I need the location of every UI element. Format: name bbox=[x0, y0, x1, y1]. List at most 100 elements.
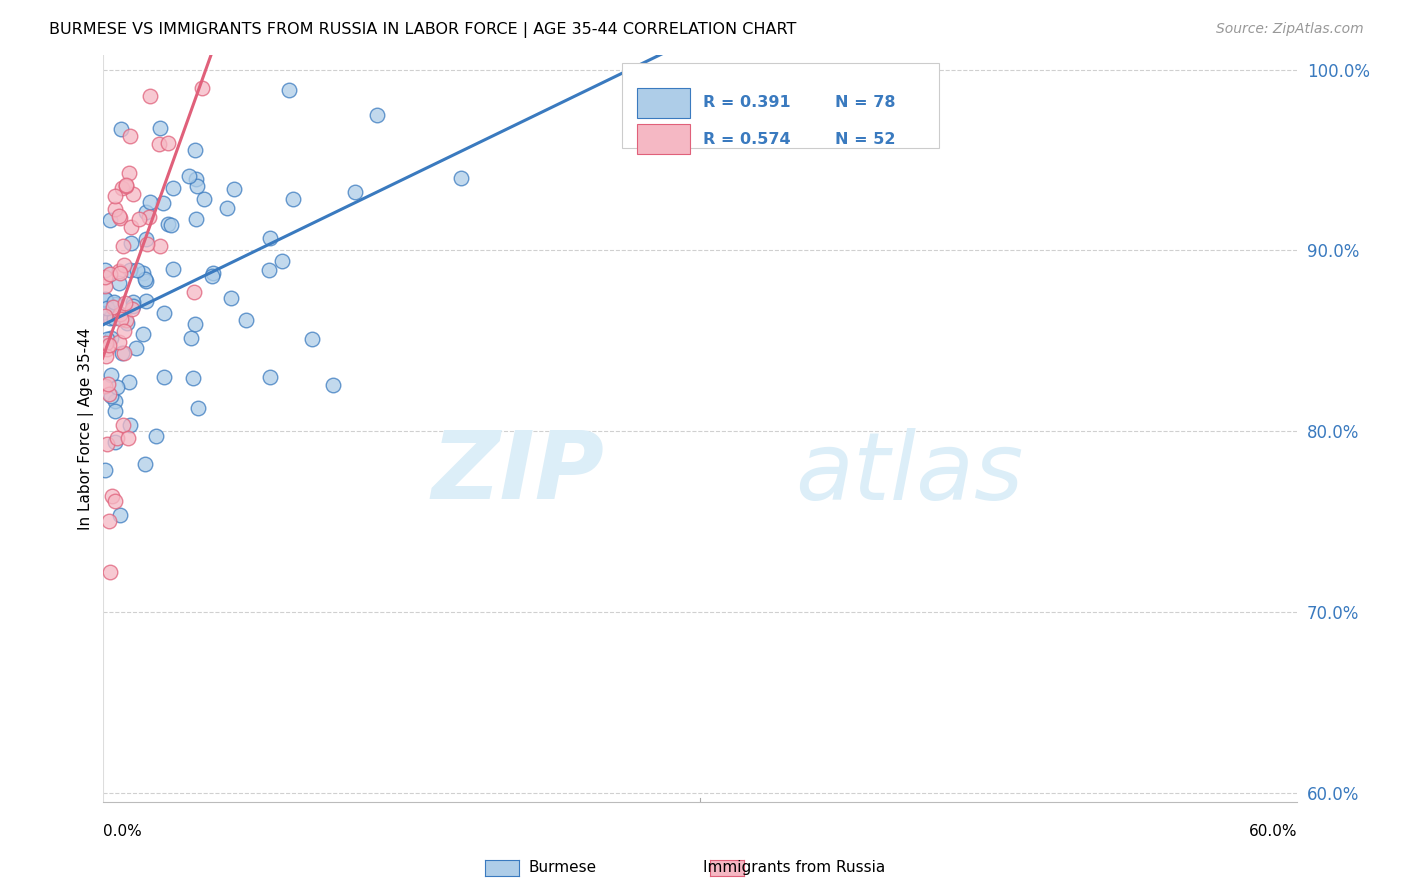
Point bbox=[108, 277, 131, 291]
Point bbox=[117, 431, 139, 445]
Point bbox=[132, 326, 155, 341]
Point bbox=[93, 379, 115, 393]
Point bbox=[322, 378, 344, 392]
Point bbox=[132, 266, 155, 280]
Point bbox=[112, 258, 135, 272]
Point bbox=[138, 88, 160, 103]
Point bbox=[157, 136, 180, 151]
Point bbox=[100, 331, 122, 345]
Point bbox=[145, 429, 167, 443]
Text: R = 0.391: R = 0.391 bbox=[703, 95, 792, 111]
Text: Immigrants from Russia: Immigrants from Russia bbox=[703, 860, 886, 874]
Point bbox=[120, 235, 142, 250]
Point bbox=[180, 331, 202, 345]
Point bbox=[103, 202, 125, 216]
Point bbox=[120, 219, 142, 234]
Point bbox=[191, 80, 214, 95]
Point bbox=[202, 265, 225, 279]
Point bbox=[118, 417, 141, 432]
Point bbox=[96, 437, 118, 451]
Point bbox=[97, 515, 120, 529]
Point bbox=[98, 268, 121, 282]
Point bbox=[108, 209, 131, 223]
Point bbox=[186, 171, 208, 186]
Point bbox=[96, 342, 118, 356]
Point bbox=[122, 186, 145, 201]
Point bbox=[235, 313, 257, 327]
Point bbox=[343, 185, 366, 199]
Point bbox=[201, 268, 224, 283]
Point bbox=[277, 83, 299, 97]
Point bbox=[134, 271, 156, 285]
Point bbox=[94, 350, 117, 364]
Point bbox=[94, 336, 117, 351]
Point bbox=[121, 301, 143, 316]
Text: N = 78: N = 78 bbox=[835, 95, 896, 111]
Point bbox=[259, 369, 281, 384]
Point bbox=[118, 375, 141, 389]
FancyBboxPatch shape bbox=[637, 87, 690, 118]
Point bbox=[98, 338, 121, 352]
Point bbox=[162, 261, 184, 276]
Point bbox=[98, 387, 121, 401]
Point bbox=[270, 254, 292, 268]
Text: ZIP: ZIP bbox=[432, 427, 605, 519]
Point bbox=[98, 565, 121, 579]
Point bbox=[112, 346, 135, 360]
Point bbox=[103, 435, 125, 450]
Point bbox=[93, 263, 115, 277]
Point bbox=[108, 307, 131, 321]
Point bbox=[110, 122, 132, 136]
Point bbox=[162, 181, 184, 195]
Point bbox=[110, 311, 132, 326]
Text: 60.0%: 60.0% bbox=[1249, 823, 1298, 838]
Text: atlas: atlas bbox=[796, 428, 1024, 519]
FancyBboxPatch shape bbox=[623, 62, 939, 148]
Point bbox=[103, 310, 125, 325]
Point bbox=[94, 463, 117, 477]
Point bbox=[108, 211, 131, 226]
Point bbox=[121, 299, 143, 313]
Text: Burmese: Burmese bbox=[529, 860, 596, 874]
Point bbox=[366, 108, 388, 122]
Point bbox=[96, 332, 118, 346]
Point bbox=[104, 189, 127, 203]
Point bbox=[187, 401, 209, 415]
Point bbox=[135, 205, 157, 219]
Point bbox=[101, 489, 124, 503]
Point bbox=[120, 263, 142, 277]
Point bbox=[186, 178, 208, 193]
Point bbox=[112, 239, 135, 253]
Point bbox=[104, 404, 127, 418]
Text: Source: ZipAtlas.com: Source: ZipAtlas.com bbox=[1216, 22, 1364, 37]
Point bbox=[108, 264, 131, 278]
Point bbox=[259, 231, 281, 245]
Point bbox=[219, 291, 242, 305]
Point bbox=[222, 182, 245, 196]
Point bbox=[98, 311, 121, 326]
Point bbox=[104, 297, 127, 311]
Point bbox=[148, 137, 170, 152]
Y-axis label: In Labor Force | Age 35-44: In Labor Force | Age 35-44 bbox=[79, 327, 94, 530]
Point bbox=[138, 210, 160, 224]
Point bbox=[257, 262, 280, 277]
Point bbox=[105, 431, 128, 445]
Point bbox=[108, 508, 131, 522]
Point bbox=[281, 193, 304, 207]
Point bbox=[134, 457, 156, 471]
Point bbox=[118, 129, 141, 144]
Point bbox=[183, 144, 205, 158]
Point bbox=[301, 332, 323, 346]
Point bbox=[156, 217, 179, 231]
Point bbox=[181, 370, 204, 384]
Text: R = 0.574: R = 0.574 bbox=[703, 132, 792, 147]
Point bbox=[149, 121, 172, 136]
Point bbox=[100, 389, 122, 403]
Point bbox=[104, 394, 127, 409]
Point bbox=[98, 213, 121, 227]
Point bbox=[121, 294, 143, 309]
Point bbox=[115, 316, 138, 330]
Text: N = 52: N = 52 bbox=[835, 132, 896, 147]
Point bbox=[117, 165, 139, 179]
Point bbox=[108, 335, 131, 350]
